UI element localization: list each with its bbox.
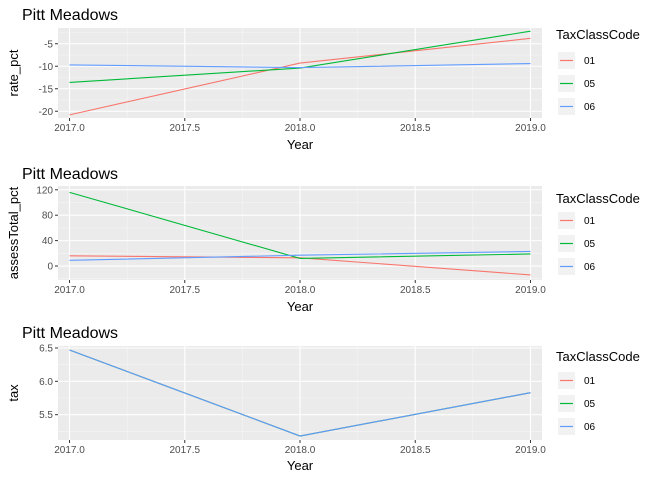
series-line-01 [69,37,531,116]
y-tick-label: 6.5 [39,344,53,355]
legend: TaxClassCode 01 05 06 [556,349,640,435]
grid-lines [58,186,542,280]
x-tick-label: 2017.0 [54,445,85,456]
chart-panel-2: Pitt Meadows 2017.0 2017.5 2018.0 2018.5 2019… [6,166,640,314]
y-tick-label: -10 [39,62,54,73]
x-tick-label: 2019.0 [515,285,546,296]
legend-label-06: 06 [584,262,596,273]
x-tick-label: 2018.5 [400,445,431,456]
legend-title: TaxClassCode [556,349,640,364]
legend-label-05: 05 [584,79,596,90]
x-tick-label: 2018.0 [285,123,316,134]
legend-label-05: 05 [584,399,596,410]
y-tick-label: -20 [39,107,54,118]
x-tick-label: 2017.5 [169,123,200,134]
grid-lines [58,346,542,440]
y-tick-label: -5 [44,39,53,50]
x-tick-label: 2017.0 [54,285,85,296]
x-axis-label: Year [287,458,314,473]
y-axis-label: rate_pct [6,49,21,96]
y-tick-label: 120 [36,185,53,196]
legend-label-01: 01 [584,56,596,67]
x-tick-label: 2017.5 [169,285,200,296]
series-line-05 [69,191,531,259]
legend: TaxClassCode 01 05 06 [556,27,640,115]
chart-title: Pitt Meadows [22,325,118,342]
legend-label-05: 05 [584,239,596,250]
x-axis-label: Year [287,299,314,314]
series-line-01 [69,255,531,276]
x-tick-label: 2018.0 [285,285,316,296]
series-line-06 [69,250,531,261]
x-tick-label: 2019.0 [515,445,546,456]
chart-title: Pitt Meadows [22,7,118,24]
y-tick-label: 6.0 [39,377,53,388]
x-tick-label: 2019.0 [515,123,546,134]
y-tick-label: 40 [42,236,54,247]
series-line-06 [69,349,531,437]
legend-label-06: 06 [584,422,596,433]
legend-label-06: 06 [584,102,596,113]
y-tick-label: 80 [42,211,54,222]
y-axis-label: assessTotal_pct [6,186,21,279]
y-tick-label: -15 [39,84,54,95]
legend-title: TaxClassCode [556,27,640,42]
y-tick-label: 0 [47,262,53,273]
x-tick-label: 2017.5 [169,445,200,456]
legend-label-01: 01 [584,216,596,227]
x-tick-label: 2018.5 [400,285,431,296]
chart-panel-3: Pitt Meadows 2017.0 2017.5 2018.0 2018.5 2019… [6,325,640,473]
x-tick-label: 2018.0 [285,445,316,456]
legend-title: TaxClassCode [556,191,640,206]
y-axis-label: tax [6,384,21,402]
chart-title: Pitt Meadows [22,166,118,183]
x-tick-label: 2018.5 [400,123,431,134]
chart-panel-1: Pitt Meadows 2017.0 2017.5 2018.0 2018.5 2019… [6,7,640,152]
series-lines [69,191,531,276]
legend: TaxClassCode 01 05 06 [556,191,640,275]
series-lines [69,30,531,116]
x-axis-label: Year [287,137,314,152]
x-tick-label: 2017.0 [54,123,85,134]
legend-label-01: 01 [584,376,596,387]
series-line-06 [69,63,531,69]
series-lines [69,349,531,437]
y-tick-label: 5.5 [39,410,53,421]
